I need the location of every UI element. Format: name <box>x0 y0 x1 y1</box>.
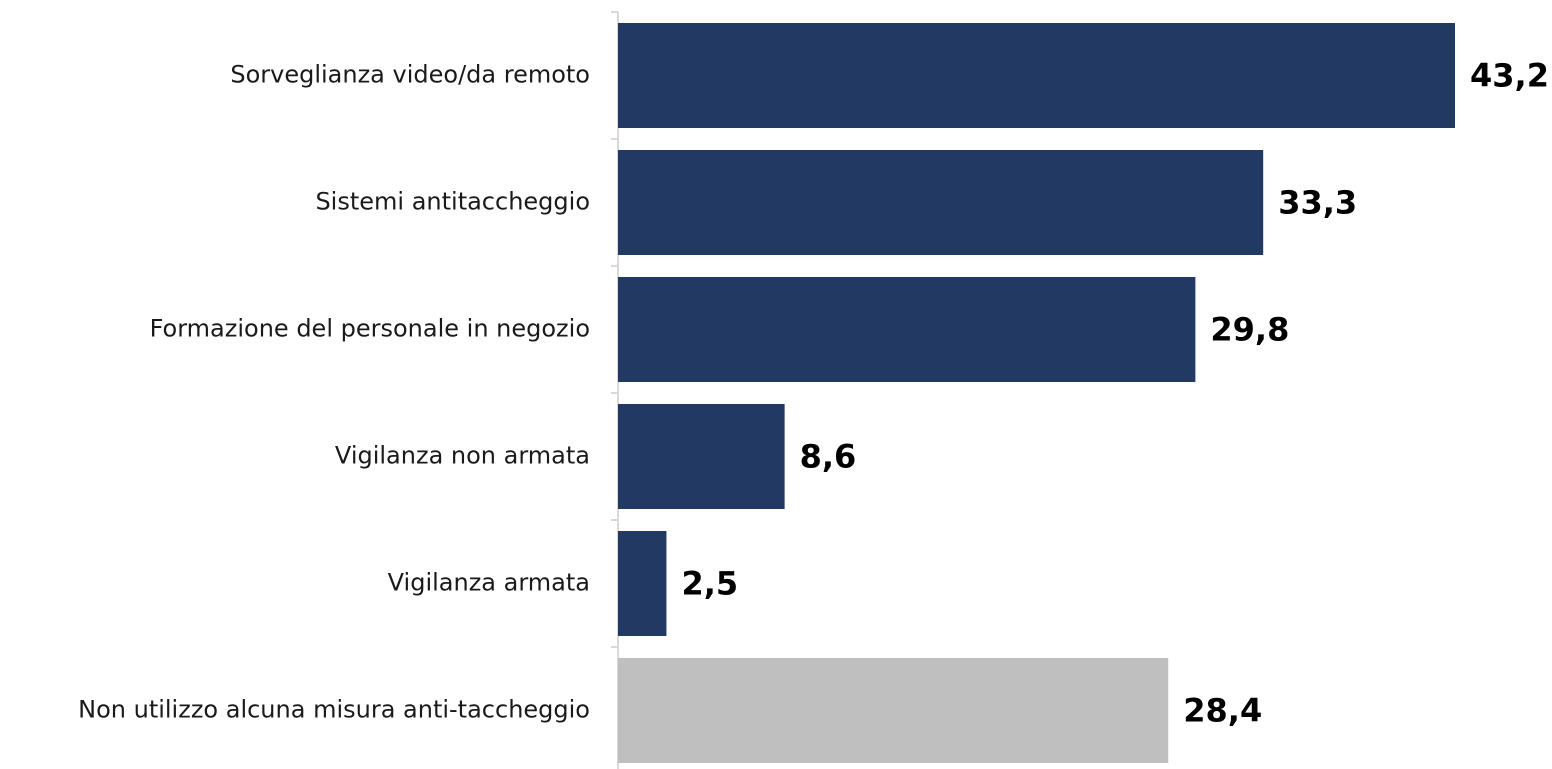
value-label: 28,4 <box>1183 692 1262 730</box>
value-label: 33,3 <box>1278 184 1357 222</box>
value-label: 43,2 <box>1470 57 1549 95</box>
value-label: 2,5 <box>681 565 738 603</box>
bar <box>618 658 1169 763</box>
value-label: 8,6 <box>800 438 857 476</box>
bar <box>618 277 1196 382</box>
bar <box>618 404 785 509</box>
bar <box>618 531 667 636</box>
category-label: Sistemi antitaccheggio <box>315 188 590 216</box>
category-label: Sorveglianza video/da remoto <box>230 61 590 89</box>
category-label: Vigilanza armata <box>388 569 590 597</box>
bar <box>618 23 1455 128</box>
value-label: 29,8 <box>1210 311 1289 349</box>
category-label: Formazione del personale in negozio <box>150 315 590 343</box>
category-label: Non utilizzo alcuna misura anti-tacchegg… <box>78 696 590 724</box>
category-label: Vigilanza non armata <box>335 442 590 470</box>
bar <box>618 150 1264 255</box>
